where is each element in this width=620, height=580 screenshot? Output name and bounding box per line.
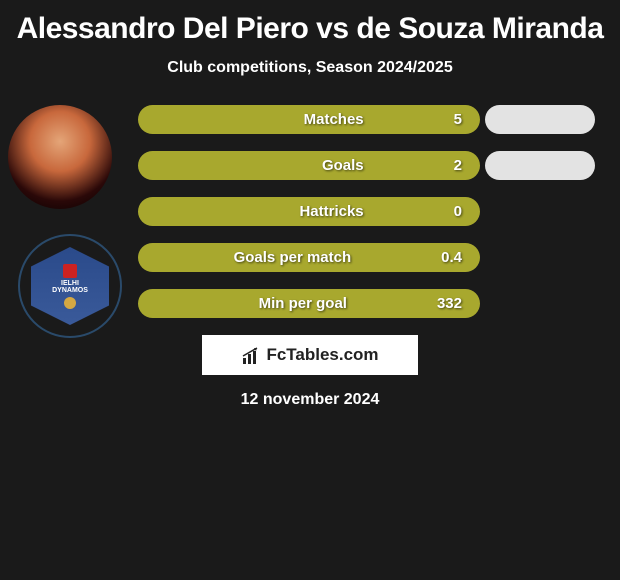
- player2-club-badge: IELHI DYNAMOS: [18, 234, 122, 338]
- stat-label: Goals: [156, 157, 454, 174]
- stat-row-matches: Matches 5: [138, 105, 480, 134]
- bar-p1-mpg: Min per goal 332: [138, 289, 480, 318]
- footer-date: 12 november 2024: [0, 391, 620, 409]
- stat-label: Min per goal: [156, 295, 437, 312]
- stat-bars: Matches 5 Goals 2 Hattricks 0 G: [138, 105, 480, 318]
- stat-row-goals: Goals 2: [138, 151, 480, 180]
- badge-text-line1: IELHI: [61, 280, 79, 287]
- avatars-column: IELHI DYNAMOS: [8, 105, 122, 363]
- stat-value-p1: 0.4: [441, 249, 462, 266]
- bar-p1-goals: Goals 2: [138, 151, 480, 180]
- content: IELHI DYNAMOS Matches 5 Goals 2: [0, 105, 620, 409]
- bar-p1-matches: Matches 5: [138, 105, 480, 134]
- stat-value-p1: 0: [454, 203, 462, 220]
- subtitle: Club competitions, Season 2024/2025: [10, 59, 610, 77]
- badge-ball-icon: [64, 297, 76, 309]
- stat-label: Matches: [156, 111, 454, 128]
- stat-value-p1: 5: [454, 111, 462, 128]
- page-title: Alessandro Del Piero vs de Souza Miranda: [10, 12, 610, 45]
- stat-label: Goals per match: [156, 249, 441, 266]
- stat-row-mpg: Min per goal 332: [138, 289, 480, 318]
- brand-badge[interactable]: FcTables.com: [202, 335, 418, 375]
- stat-value-p1: 2: [454, 157, 462, 174]
- bar-p1-hattricks: Hattricks 0: [138, 197, 480, 226]
- player1-avatar: [8, 105, 112, 209]
- bar-p2-wrap-matches: [485, 105, 595, 134]
- stat-row-gpm: Goals per match 0.4: [138, 243, 480, 272]
- bar-p2-goals: [485, 151, 595, 180]
- badge-text-line2: DYNAMOS: [52, 287, 88, 294]
- bar-p1-gpm: Goals per match 0.4: [138, 243, 480, 272]
- header: Alessandro Del Piero vs de Souza Miranda…: [0, 0, 620, 77]
- bar-p2-matches: [485, 105, 595, 134]
- brand-text: FcTables.com: [266, 345, 378, 365]
- stat-row-hattricks: Hattricks 0: [138, 197, 480, 226]
- player1-avatar-wrap: [8, 105, 122, 209]
- stat-value-p1: 332: [437, 295, 462, 312]
- player2-avatar-wrap: IELHI DYNAMOS: [8, 234, 122, 338]
- club-badge-shield: IELHI DYNAMOS: [31, 247, 109, 325]
- bar-p2-wrap-goals: [485, 151, 595, 180]
- badge-accent: [63, 264, 77, 278]
- stat-label: Hattricks: [156, 203, 454, 220]
- chart-icon: [241, 346, 261, 364]
